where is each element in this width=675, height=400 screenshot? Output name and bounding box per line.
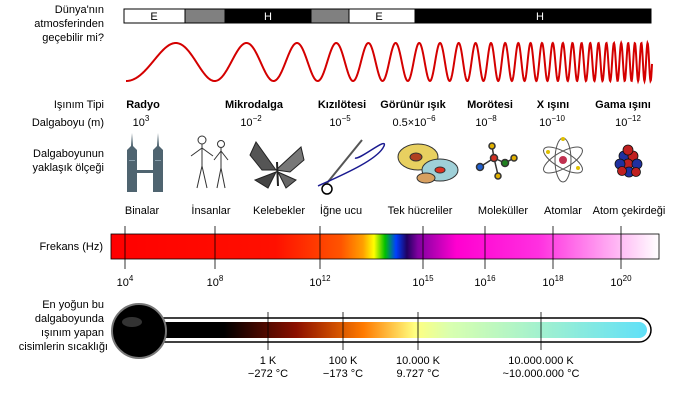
wavelength-value: 10−2 [240, 114, 262, 129]
scale-row-label: Dalgaboyunun [33, 148, 104, 160]
radiation-type-name: Kızılötesi [318, 99, 366, 111]
scale-labels: Binalar İnsanlar Kelebekler İğne ucu Tek… [125, 204, 666, 217]
frequency-ticks [124, 226, 622, 269]
needle-icon [317, 139, 385, 195]
scale-label: İğne ucu [320, 204, 362, 217]
radiation-type-row-label: Işınım Tipi [54, 99, 104, 111]
temperature-celsius: 9.727 °C [397, 368, 440, 380]
radiation-type-name: Mikrodalga [225, 99, 284, 111]
wavelength-row-label: Dalgaboyu (m) [32, 117, 104, 129]
atmo-segment [184, 8, 226, 24]
radiation-type-names: Radyo Mikrodalga Kızılötesi Görünür ışık… [126, 99, 651, 111]
temperature-celsius: −173 °C [323, 368, 363, 380]
frequency-label: Frekans (Hz) [39, 241, 103, 253]
temperature-celsius: −272 °C [248, 368, 288, 380]
atmosphere-transparency-bar: E H E H [123, 8, 652, 24]
scale-label: Moleküller [478, 205, 528, 217]
frequency-tick-label: 1016 [474, 274, 496, 289]
radiation-type-name: X ışını [537, 99, 569, 111]
cells-icon [397, 143, 459, 184]
wavelength-value: 103 [133, 114, 150, 129]
wavelength-value: 10−10 [539, 114, 565, 129]
temperature-kelvin: 10.000 K [396, 355, 441, 367]
frequency-tick-label: 1015 [412, 274, 434, 289]
scale-label: Tek hücreliler [388, 205, 453, 217]
radiation-type-name: Gama ışını [595, 99, 651, 111]
frequency-gradient-bar [110, 233, 660, 260]
wavelength-wave [126, 39, 653, 85]
atmo-segment [310, 8, 350, 24]
radiation-type-name: Görünür ışık [380, 99, 446, 111]
frequency-tick-label: 1012 [309, 274, 331, 289]
atmo-segment [414, 8, 652, 24]
thermometer [111, 303, 652, 359]
thermometer-bulb-highlight [122, 317, 142, 327]
temperature-tick-labels: 1 K −272 °C 100 K −173 °C 10.000 K 9.727… [248, 355, 580, 380]
wavelength-value: 10−5 [329, 114, 351, 129]
temperature-kelvin: 1 K [260, 355, 277, 367]
frequency-tick-label: 104 [117, 274, 134, 289]
thermometer-bulb [111, 303, 167, 359]
frequency-tick-label: 1020 [610, 274, 632, 289]
atmo-segment-label: E [375, 11, 382, 23]
scale-label: Kelebekler [253, 205, 305, 217]
scale-label: Binalar [125, 205, 160, 217]
wavelength-value: 10−12 [615, 114, 641, 129]
thermometer-tube-fill [131, 322, 647, 338]
frequency-tick-label: 108 [207, 274, 224, 289]
wavelength-value: 0.5×10−6 [392, 114, 436, 129]
frequency-tick-labels: 104 108 1012 1015 1016 1018 1020 [117, 274, 632, 289]
frequency-tick-label: 1018 [542, 274, 564, 289]
atmosphere-question: Dünya'nın atmosferinden geçebilir mi? [34, 4, 104, 44]
buildings-icon [127, 133, 163, 192]
scale-label: İnsanlar [191, 204, 230, 217]
temperature-kelvin: 10.000.000 K [508, 355, 574, 367]
atmo-segment-label: E [150, 11, 157, 23]
wavelength-value: 10−8 [475, 114, 497, 129]
butterfly-icon [249, 141, 305, 189]
temperature-kelvin: 100 K [329, 355, 358, 367]
temperature-celsius: ~10.000.000 °C [503, 368, 580, 380]
temperature-label-line: ışınım yapan [41, 327, 104, 339]
temperature-label-line: En yoğun bu [42, 299, 104, 311]
temperature-ticks [267, 312, 542, 350]
radiation-type-name: Radyo [126, 99, 160, 111]
wavelength-values: 103 10−2 10−5 0.5×10−6 10−8 10−10 10−12 [133, 114, 642, 129]
scale-label: Atom çekirdeği [593, 205, 666, 217]
atmo-segment-label: H [264, 11, 272, 23]
nucleus-icon [614, 144, 643, 178]
temperature-label-line: dalgaboyunda [35, 313, 105, 325]
molecule-icon [475, 142, 518, 180]
humans-icon [190, 135, 229, 189]
atom-icon [543, 137, 583, 183]
atmo-segment-label: H [536, 11, 544, 23]
atmosphere-question-line: geçebilir mi? [42, 32, 104, 44]
atmosphere-question-line: Dünya'nın [55, 4, 104, 16]
atmosphere-question-line: atmosferinden [34, 18, 104, 30]
scale-row-label: yaklaşık ölçeği [32, 162, 104, 174]
temperature-label-line: cisimlerin sıcaklığı [19, 341, 108, 353]
radiation-type-name: Morötesi [467, 99, 513, 111]
scale-label: Atomlar [544, 205, 582, 217]
temperature-label: En yoğun bu dalgaboyunda ışınım yapan ci… [19, 299, 108, 353]
